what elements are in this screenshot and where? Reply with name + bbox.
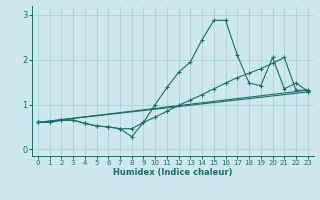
X-axis label: Humidex (Indice chaleur): Humidex (Indice chaleur): [113, 168, 233, 177]
